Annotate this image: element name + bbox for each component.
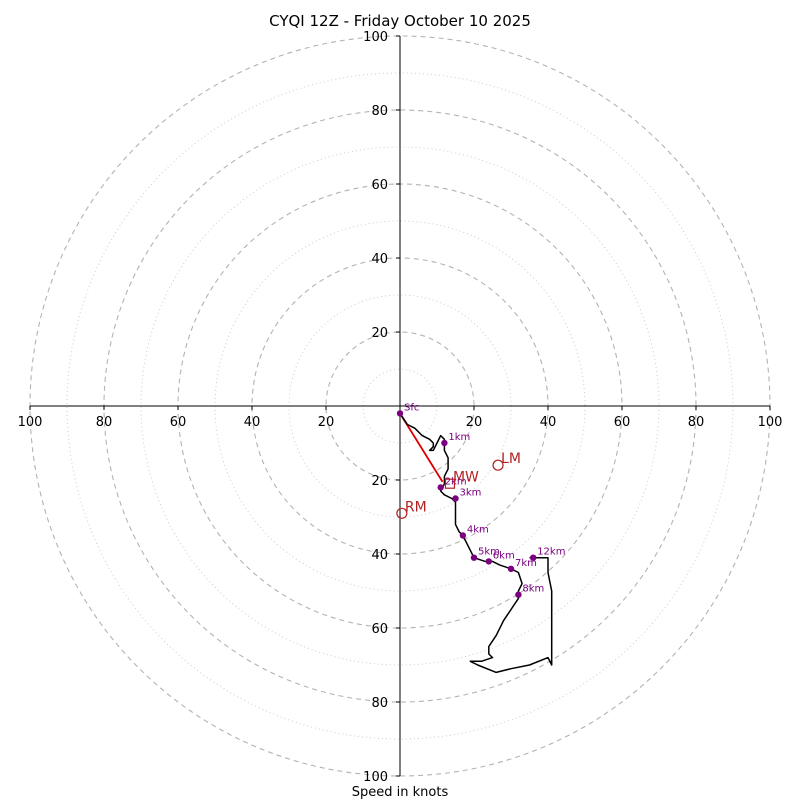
tick-label-right-40: 40 — [540, 415, 557, 430]
storm-motion-markers: LM RM MW — [396, 451, 521, 519]
storm-motion-marker-LM — [492, 459, 504, 471]
tick-label-down-80: 80 — [371, 696, 388, 711]
tick-label-down-40: 40 — [371, 548, 388, 563]
tick-label-up-40: 40 — [371, 252, 388, 267]
axes — [29, 35, 771, 777]
height-marker-4km — [459, 532, 467, 539]
tick-label-up-80: 80 — [371, 104, 388, 119]
chart-title: CYQI 12Z - Friday October 10 2025 — [269, 12, 531, 30]
height-marker-8km — [515, 591, 522, 598]
height-label-6km: 6km — [493, 550, 515, 561]
height-marker-12km — [530, 554, 537, 561]
storm-motion-label-LM: LM — [501, 451, 521, 467]
tick-label-left-80: 80 — [96, 415, 113, 430]
tick-label-left-100: 100 — [18, 415, 43, 430]
height-label-5km: 5km — [478, 547, 500, 558]
storm-motion-label-RM: RM — [405, 499, 427, 515]
storm-motion-label-MW: MW — [453, 470, 479, 486]
tick-label-up-100: 100 — [363, 30, 388, 45]
tick-label-right-80: 80 — [688, 415, 705, 430]
tick-label-left-40: 40 — [244, 415, 261, 430]
tick-label-left-60: 60 — [170, 415, 187, 430]
height-marker-7km — [507, 565, 515, 572]
tick-label-down-60: 60 — [371, 622, 388, 637]
storm-motion-marker-RM — [396, 507, 408, 519]
height-marker-3km — [452, 495, 459, 502]
height-marker-1km — [441, 439, 448, 447]
height-label-Sfc: Sfc — [404, 402, 419, 413]
tick-label-up-20: 20 — [371, 326, 388, 341]
height-label-4km: 4km — [467, 525, 489, 536]
tick-label-down-20: 20 — [371, 474, 388, 489]
wind-profile — [399, 412, 553, 674]
tick-label-right-20: 20 — [466, 415, 483, 430]
tick-label-up-60: 60 — [371, 178, 388, 193]
tick-label-right-100: 100 — [758, 415, 783, 430]
tick-label-left-20: 20 — [318, 415, 335, 430]
storm-motion-marker-MW — [444, 478, 456, 489]
height-label-3km: 3km — [460, 488, 482, 499]
tick-label-down-100: 100 — [363, 770, 388, 785]
height-label-2km: 2km — [445, 476, 467, 487]
height-marker-2km — [437, 484, 444, 491]
tick-label-right-60: 60 — [614, 415, 631, 430]
height-marker-5km — [470, 554, 478, 561]
height-marker-6km — [485, 558, 492, 565]
height-label-8km: 8km — [522, 584, 544, 595]
height-label-1km: 1km — [448, 432, 470, 443]
tick-labels: 20 20 20 20 40 40 40 40 60 60 60 60 80 80 80 80 100 100 10… — [18, 30, 783, 785]
height-label-12km: 12km — [537, 547, 565, 558]
height-label-7km: 7km — [515, 558, 537, 569]
height-marker-Sfc — [396, 410, 404, 417]
x-axis-label: Speed in knots — [352, 785, 449, 800]
hodograph-trace — [399, 412, 553, 674]
